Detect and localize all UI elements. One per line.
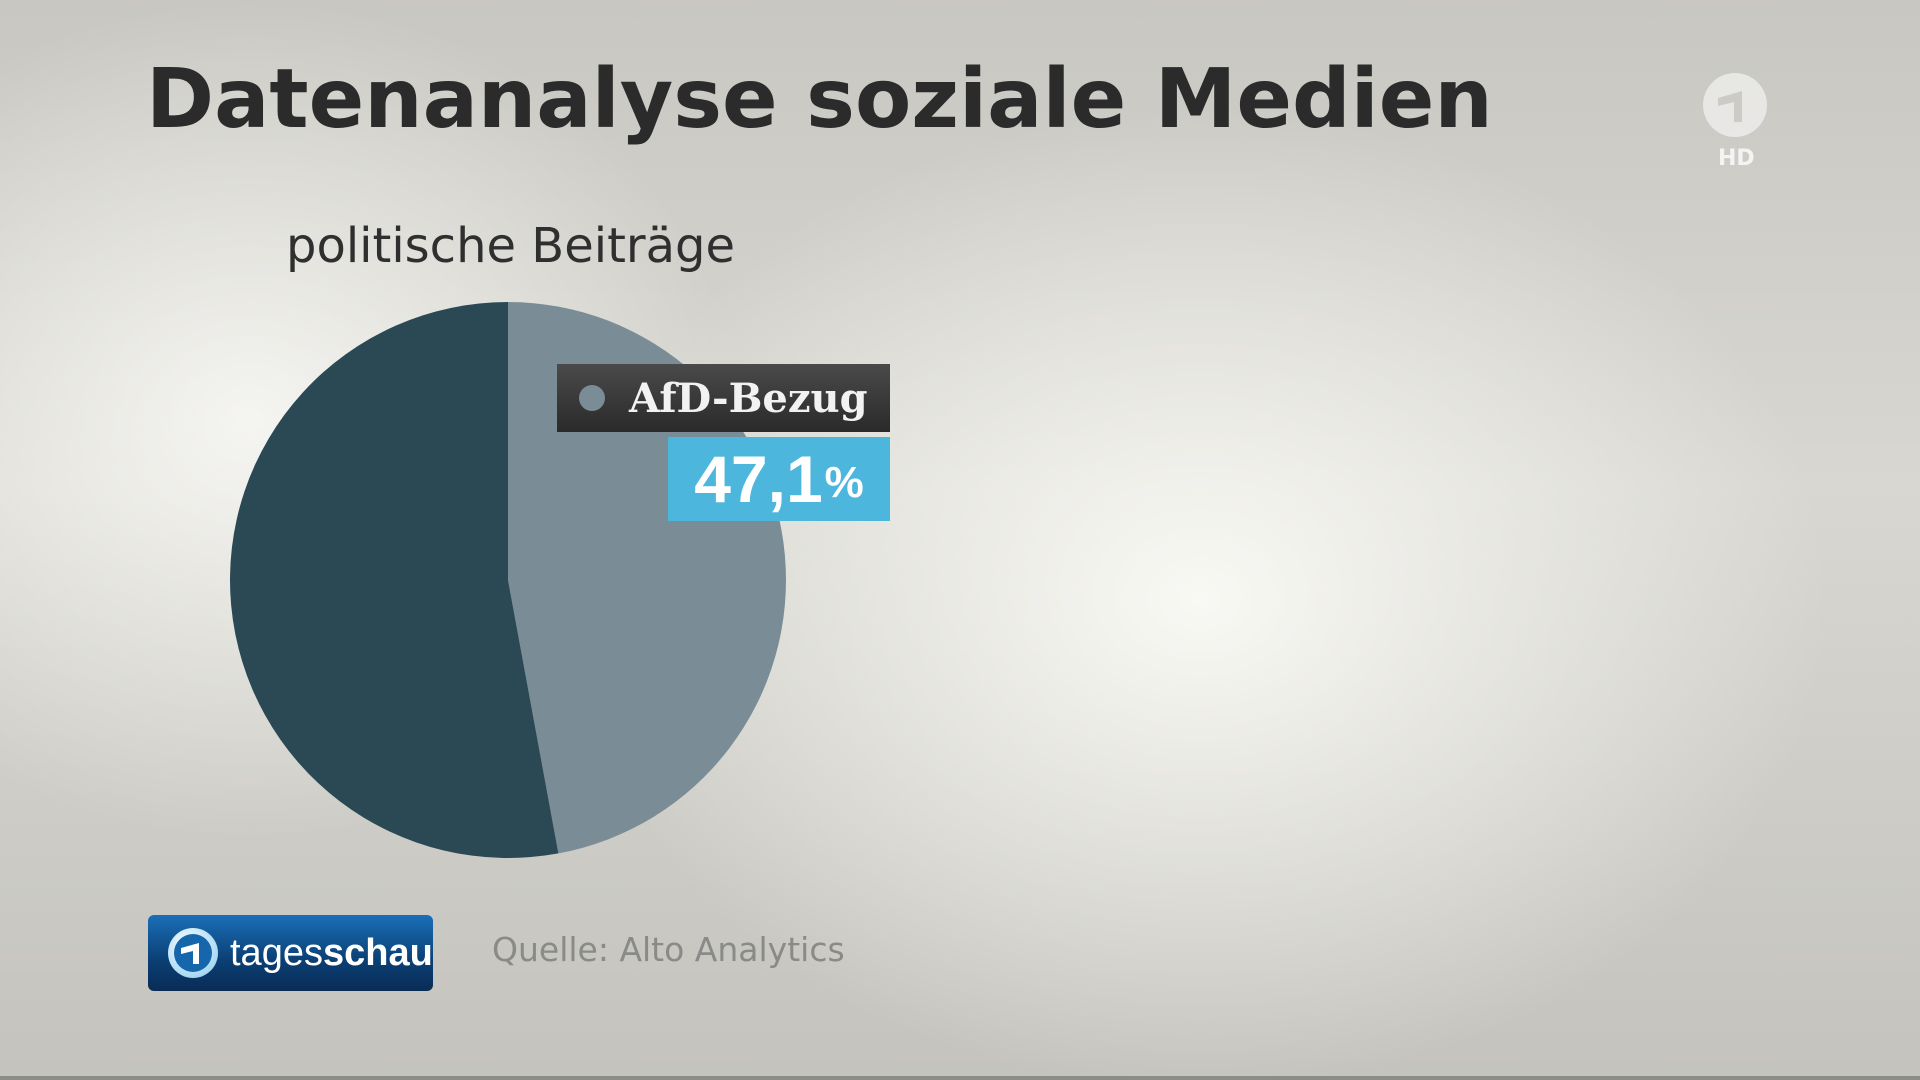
- legend-dot: [579, 385, 605, 411]
- callout-label-box: AfD-Bezug: [557, 364, 890, 432]
- bottom-rule: [0, 1076, 1920, 1080]
- callout-unit: %: [824, 458, 864, 507]
- callout-value: 47,1: [694, 442, 823, 516]
- tagesschau-logo-badge: tagesschau: [148, 915, 433, 991]
- brand-prefix: tages: [230, 931, 323, 974]
- pie-slice-rest: [229, 302, 559, 858]
- brand-suffix: schau: [322, 931, 433, 974]
- callout-value-box: 47,1 %: [668, 437, 890, 521]
- source-note: Quelle: Alto Analytics: [492, 930, 845, 969]
- ard-one-icon: [168, 928, 218, 978]
- hd-badge: HD: [1718, 146, 1755, 171]
- brand-name: tagesschau: [230, 932, 433, 975]
- ard-one-icon: [1703, 73, 1767, 137]
- callout-label: AfD-Bezug: [629, 374, 868, 422]
- chart-subtitle: politische Beiträge: [286, 218, 736, 274]
- page-title: Datenanalyse soziale Medien: [146, 52, 1493, 147]
